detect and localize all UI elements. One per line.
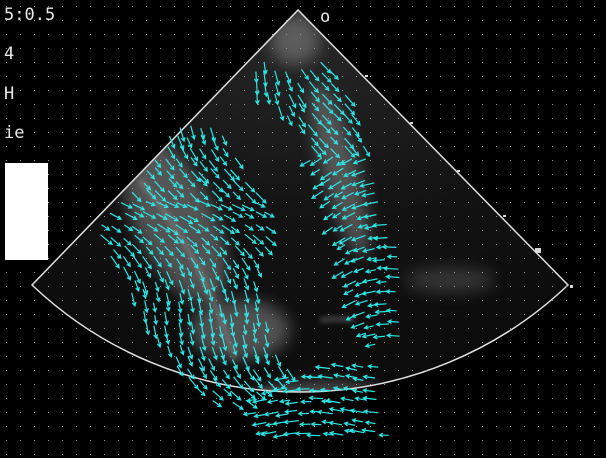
scale-label: 5:0.5 [4, 5, 55, 25]
orientation-marker: o [320, 7, 330, 27]
info-box [5, 163, 48, 260]
overlay-line: 4 [4, 44, 14, 64]
ultrasound-screen: 5:0.5 4 H ie o [0, 0, 606, 458]
overlay-line: ie [4, 123, 24, 143]
page: 5:0.5 4 H ie o (() => { const data = JSO… [0, 0, 606, 458]
overlay-line: H [4, 84, 14, 104]
